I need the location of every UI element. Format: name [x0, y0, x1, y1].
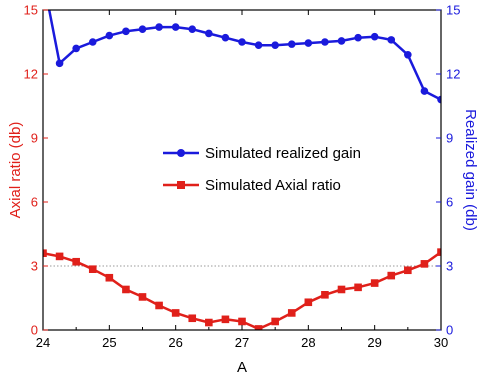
x-tick-label: 28 [301, 335, 315, 350]
data-point-axial-ratio [105, 273, 114, 282]
data-point-axial-ratio [155, 301, 163, 310]
y-right-tick-label: 3 [446, 259, 453, 274]
plot-frame [42, 9, 442, 331]
data-point-gain [420, 87, 429, 95]
y-right-tick-label: 15 [446, 3, 460, 18]
data-point-gain [387, 36, 396, 44]
legend: Simulated realized gain Simulated Axial … [163, 145, 361, 194]
data-point-gain [171, 23, 180, 31]
x-tick-label: 25 [102, 335, 116, 350]
series-line-axial-ratio [43, 251, 441, 330]
y-left-tick-label: 6 [31, 195, 38, 210]
data-point-axial-ratio [55, 252, 64, 261]
legend-label-gain: Simulated realized gain [205, 145, 361, 162]
data-point-gain [205, 29, 213, 38]
data-point-axial-ratio [171, 309, 180, 317]
data-point-axial-ratio [404, 266, 412, 275]
data-point-axial-ratio [321, 291, 329, 299]
y-left-tick-label: 9 [31, 131, 38, 146]
legend-marker-gain [177, 149, 185, 157]
data-point-axial-ratio [122, 285, 130, 294]
data-point-axial-ratio [370, 279, 379, 287]
y-axis-right-title: Realized gain (db) [462, 109, 478, 231]
data-point-axial-ratio [354, 283, 362, 292]
data-point-gain [72, 44, 80, 53]
data-point-gain [138, 25, 147, 33]
data-point-gain [122, 27, 130, 36]
y-left-tick-label: 3 [31, 259, 38, 274]
y-left-tick-label: 0 [31, 323, 38, 338]
legend-label-axial-ratio: Simulated Axial ratio [205, 177, 341, 194]
y-right-tick-label: 12 [446, 67, 460, 82]
y-right-tick-label: 6 [446, 195, 453, 210]
data-point-axial-ratio [287, 309, 296, 317]
y-left-tick-label: 12 [24, 67, 38, 82]
x-tick-label: 24 [36, 335, 50, 350]
data-point-gain [221, 33, 230, 42]
x-tick-label: 27 [235, 335, 249, 350]
legend-item-gain: Simulated realized gain [163, 145, 361, 162]
data-point-gain [354, 33, 362, 42]
data-point-axial-ratio [238, 317, 246, 326]
legend-marker-axial-ratio [177, 181, 185, 189]
data-point-axial-ratio [88, 265, 97, 273]
data-point-axial-ratio [437, 248, 441, 256]
data-point-axial-ratio [337, 285, 346, 294]
data-point-gain [437, 95, 441, 104]
y-left-tick-label: 15 [24, 3, 38, 18]
data-point-gain [88, 38, 97, 46]
x-tick-label: 30 [434, 335, 448, 350]
data-point-gain [254, 41, 263, 49]
data-point-gain [105, 31, 114, 40]
data-point-gain [155, 23, 163, 31]
data-point-axial-ratio [221, 315, 230, 324]
data-point-gain [238, 38, 246, 46]
data-point-gain [188, 25, 197, 33]
x-tick-label: 26 [168, 335, 182, 350]
y-right-tick-label: 9 [446, 131, 453, 146]
data-point-gain [370, 32, 379, 41]
data-point-axial-ratio [72, 257, 80, 266]
data-point-axial-ratio [188, 314, 197, 323]
data-point-gain [304, 39, 313, 47]
data-point-axial-ratio [138, 293, 147, 301]
x-axis-title: A [237, 359, 247, 376]
legend-item-axial-ratio: Simulated Axial ratio [163, 177, 341, 194]
data-point-gain [337, 37, 346, 45]
data-point-gain [271, 41, 279, 49]
data-point-gain [321, 38, 329, 46]
data-point-gain [55, 59, 64, 68]
data-point-gain [287, 40, 296, 48]
data-point-axial-ratio [43, 249, 47, 257]
data-point-axial-ratio [304, 298, 313, 307]
data-point-axial-ratio [254, 325, 263, 330]
y-axis-left-title: Axial ratio (db) [7, 122, 24, 219]
y-right-tick-label: 0 [446, 323, 453, 338]
data-point-axial-ratio [271, 317, 279, 326]
data-point-axial-ratio [205, 318, 213, 327]
series-layer [43, 10, 441, 330]
data-point-axial-ratio [420, 260, 429, 268]
data-point-axial-ratio [387, 271, 396, 280]
data-point-gain [404, 51, 412, 59]
x-tick-label: 29 [367, 335, 381, 350]
